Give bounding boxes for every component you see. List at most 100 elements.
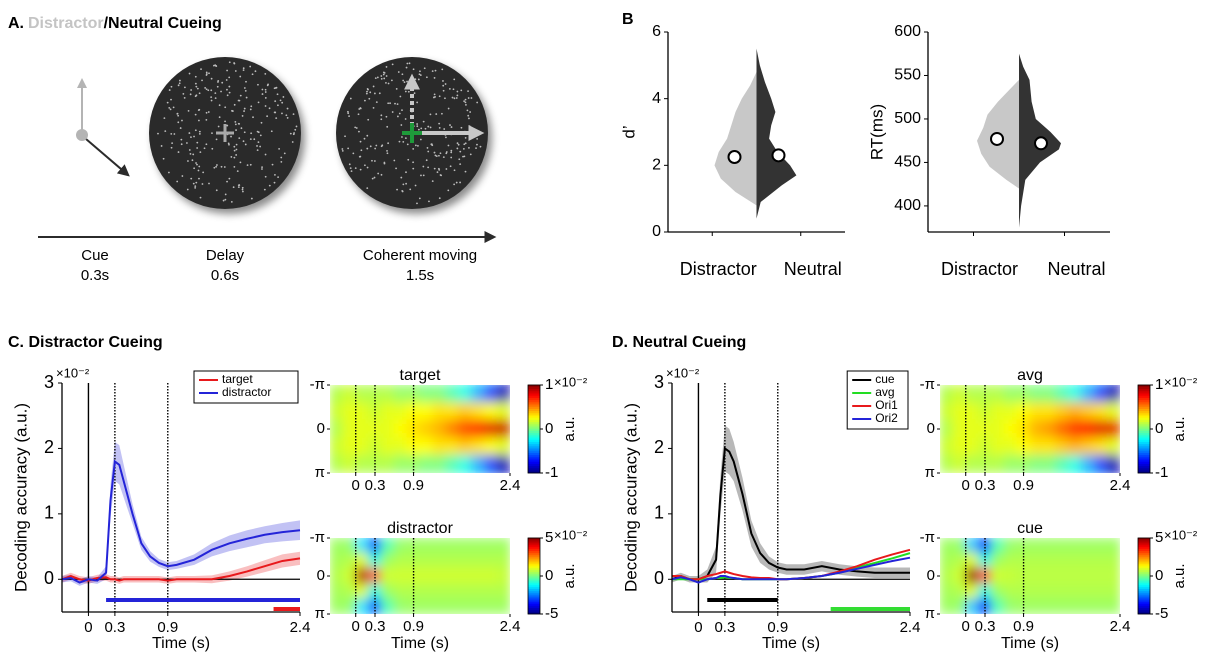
dot <box>442 85 444 87</box>
dot <box>281 113 283 115</box>
dot <box>418 79 420 81</box>
dot <box>240 95 242 97</box>
dot <box>194 187 196 189</box>
dot <box>456 97 458 99</box>
heatmap-cell <box>1004 583 1018 599</box>
dot <box>469 125 471 127</box>
dot <box>367 88 369 90</box>
heatmap-cell <box>1055 583 1069 599</box>
dot <box>190 89 192 91</box>
heatmap-cell <box>355 568 369 584</box>
y-axis-label: d’ <box>619 125 638 138</box>
heatmap-cell <box>432 568 446 584</box>
dot <box>228 142 230 144</box>
heatmap-cell <box>991 420 1005 439</box>
dot <box>196 164 198 166</box>
dot <box>443 156 445 158</box>
dot <box>352 153 354 155</box>
legend-label: distractor <box>222 385 271 399</box>
dot <box>250 132 252 134</box>
legend-label: Ori2 <box>875 411 898 425</box>
heatmap <box>940 538 1121 615</box>
y-tick-label: 0 <box>927 420 935 437</box>
dot <box>262 93 264 95</box>
dot <box>348 115 350 117</box>
heatmap-cell <box>355 455 369 474</box>
dot <box>368 98 370 100</box>
dot <box>277 93 279 95</box>
heatmap-cell <box>420 437 434 456</box>
x-tick-label: Distractor <box>941 259 1018 279</box>
y-tick-label: 4 <box>652 90 661 107</box>
dot <box>450 152 452 154</box>
dot <box>168 172 170 174</box>
dot <box>413 68 415 70</box>
dot <box>181 120 183 122</box>
dot <box>434 168 436 170</box>
dot <box>448 145 450 147</box>
dot <box>206 72 208 74</box>
dot <box>430 143 432 145</box>
x-tick-label: 0.3 <box>714 619 735 636</box>
dot <box>196 147 198 149</box>
dot <box>287 108 289 110</box>
dot <box>192 159 194 161</box>
dot <box>226 79 228 81</box>
dot <box>359 107 361 109</box>
dot <box>252 73 254 75</box>
colorbar-tick-label: -1 <box>545 464 558 481</box>
figure: A.Distractor/Neutral Cueing Cue 0.3s Del… <box>0 0 1209 655</box>
dot <box>439 95 441 97</box>
dot <box>381 174 383 176</box>
dot <box>208 111 210 113</box>
heatmap-cell <box>952 583 966 599</box>
heatmap-cell <box>381 437 395 456</box>
dot <box>377 77 379 79</box>
dot <box>359 156 361 158</box>
heatmap-cell <box>420 568 434 584</box>
colorbar-tick-label: 0 <box>1155 567 1163 584</box>
dot <box>424 67 426 69</box>
heatmap-cell <box>1042 598 1056 614</box>
heatmap-cell <box>1094 437 1108 456</box>
heatmap-cell <box>445 568 459 584</box>
dot <box>221 82 223 84</box>
dot <box>205 143 207 145</box>
dot <box>239 76 241 78</box>
heatmap-cell <box>1094 402 1108 421</box>
dot <box>252 116 254 118</box>
dot <box>275 117 277 119</box>
dot <box>465 99 467 101</box>
heatmap-cell <box>471 538 485 554</box>
x-axis-label: Time (s) <box>1001 635 1059 652</box>
dot <box>376 101 378 103</box>
dot <box>251 198 253 200</box>
dot <box>195 182 197 184</box>
heatmap-cell <box>1107 455 1121 474</box>
dot <box>227 94 229 96</box>
dot <box>358 113 360 115</box>
heatmap-cell <box>1004 538 1018 554</box>
dot <box>224 106 226 108</box>
dot <box>189 73 191 75</box>
dot <box>406 81 408 83</box>
heatmap-cell <box>458 420 472 439</box>
dot <box>341 148 343 150</box>
heatmap-cell <box>458 568 472 584</box>
heatmap-cell <box>445 598 459 614</box>
dot <box>244 131 246 133</box>
dot <box>465 101 467 103</box>
dot <box>210 89 212 91</box>
heatmap-cell <box>458 598 472 614</box>
dot <box>370 145 372 147</box>
dot <box>233 62 235 64</box>
dot <box>347 147 349 149</box>
dot <box>177 115 179 117</box>
heatmap-cell <box>991 538 1005 554</box>
dot <box>402 80 404 82</box>
heatmap <box>330 385 511 474</box>
heatmap-cell <box>1081 583 1095 599</box>
dot <box>186 142 188 144</box>
dot <box>458 144 460 146</box>
heatmap-cell <box>484 420 498 439</box>
